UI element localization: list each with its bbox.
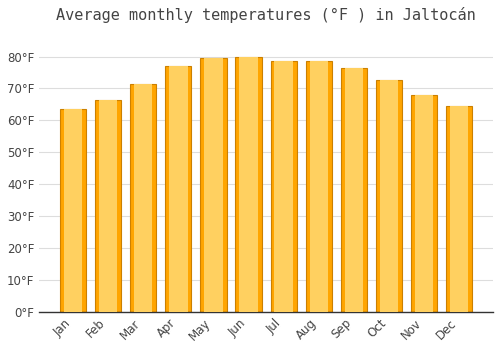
Bar: [270, 61, 297, 312]
Title: Average monthly temperatures (°F ) in Jaltocán: Average monthly temperatures (°F ) in Ja…: [56, 7, 476, 23]
Bar: [165, 66, 192, 312]
Bar: [64, 109, 82, 312]
Bar: [169, 66, 188, 312]
Bar: [134, 84, 152, 312]
Bar: [344, 68, 363, 312]
Bar: [240, 57, 258, 312]
Bar: [380, 80, 398, 312]
Bar: [415, 95, 434, 312]
Bar: [450, 106, 468, 312]
Bar: [376, 80, 402, 312]
Bar: [411, 95, 438, 312]
Bar: [340, 68, 367, 312]
Bar: [236, 57, 262, 312]
Bar: [310, 61, 328, 312]
Bar: [99, 100, 117, 312]
Bar: [306, 61, 332, 312]
Bar: [446, 106, 472, 312]
Bar: [60, 109, 86, 312]
Bar: [130, 84, 156, 312]
Bar: [204, 58, 223, 312]
Bar: [274, 61, 293, 312]
Bar: [95, 100, 122, 312]
Bar: [200, 58, 226, 312]
